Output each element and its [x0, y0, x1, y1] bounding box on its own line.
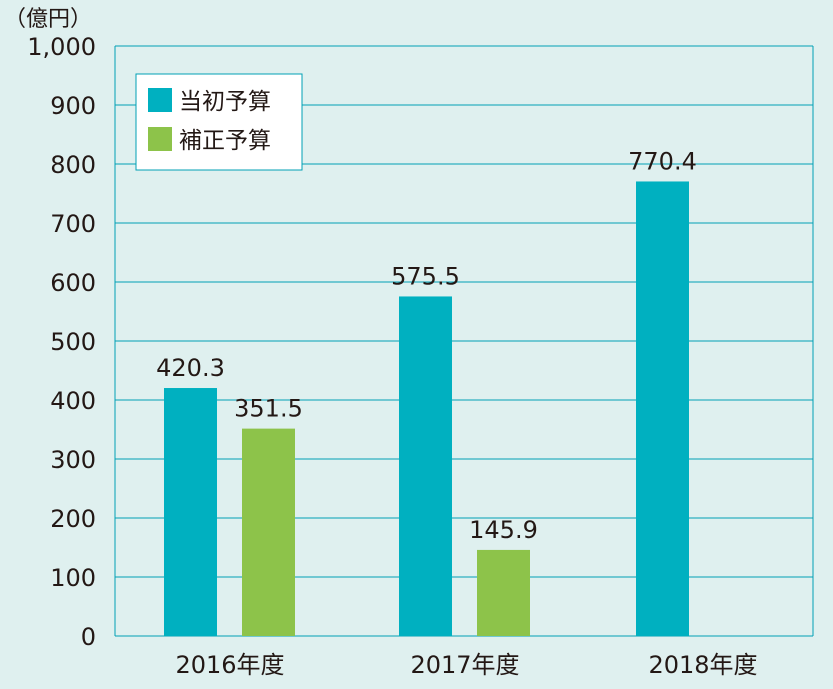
- bar: [164, 388, 217, 636]
- y-tick-label: 900: [50, 92, 96, 120]
- y-tick-label: 400: [50, 387, 96, 415]
- x-category-label: 2018年度: [648, 651, 757, 679]
- y-tick-label: 200: [50, 505, 96, 533]
- x-axis-categories: 2016年度 2017年度 2018年度: [175, 651, 757, 679]
- y-tick-label: 500: [50, 328, 96, 356]
- y-tick-label: 700: [50, 210, 96, 238]
- y-tick-label: 100: [50, 564, 96, 592]
- bars: [164, 181, 689, 637]
- data-label: 420.3: [156, 354, 225, 382]
- bar: [399, 296, 452, 636]
- data-label: 575.5: [391, 262, 460, 290]
- data-label: 770.4: [628, 147, 697, 175]
- legend-swatch-initial-budget: [148, 88, 172, 112]
- y-axis-unit-label: （億円）: [4, 7, 92, 32]
- y-tick-label: 1,000: [27, 33, 96, 61]
- bar: [636, 181, 689, 637]
- y-tick-label: 300: [50, 446, 96, 474]
- bar: [477, 549, 530, 636]
- y-tick-label: 800: [50, 151, 96, 179]
- legend: 当初予算 補正予算: [135, 73, 303, 171]
- y-axis-ticks: 0 100 200 300 400 500 600 700 800 900 1,000: [27, 33, 96, 651]
- data-label: 351.5: [234, 395, 303, 423]
- y-tick-label: 0: [81, 623, 96, 651]
- data-label: 145.9: [469, 516, 538, 544]
- bar: [242, 428, 295, 636]
- y-tick-label: 600: [50, 269, 96, 297]
- x-category-label: 2016年度: [175, 651, 284, 679]
- legend-swatch-supplementary-budget: [148, 127, 172, 151]
- data-labels: 420.3 575.5 770.4 351.5 145.9: [156, 147, 697, 543]
- legend-label-initial-budget: 当初予算: [179, 89, 271, 115]
- x-category-label: 2017年度: [410, 651, 519, 679]
- legend-label-supplementary-budget: 補正予算: [179, 128, 271, 154]
